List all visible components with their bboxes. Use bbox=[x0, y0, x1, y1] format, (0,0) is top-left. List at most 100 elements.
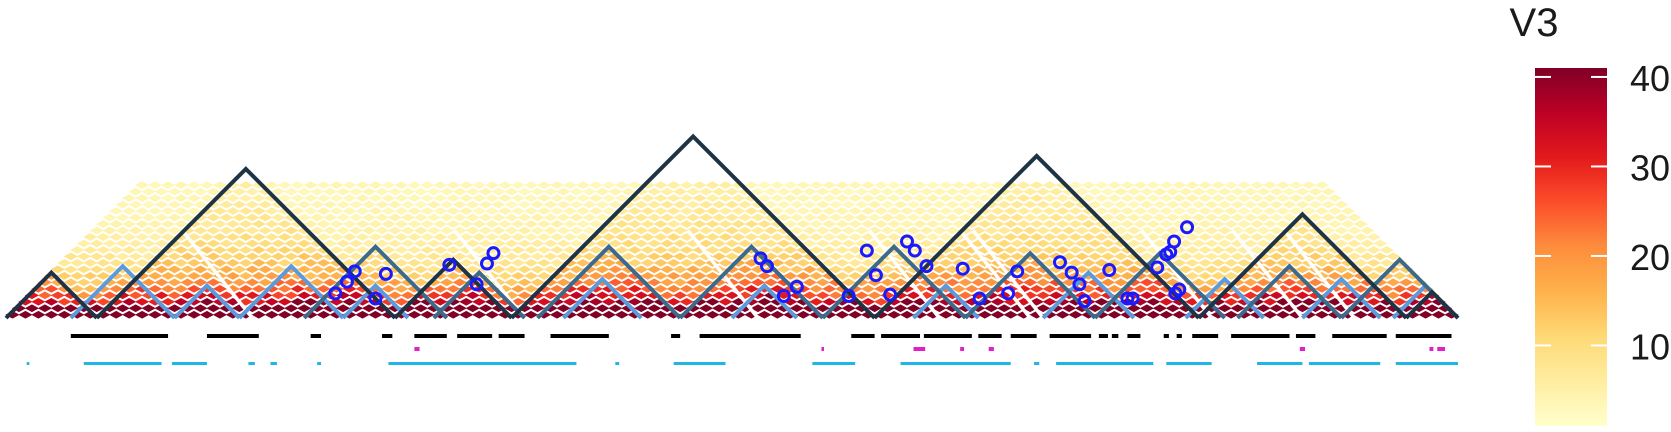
heatmap-cell bbox=[1107, 284, 1122, 293]
track-segment-black bbox=[1332, 334, 1387, 338]
heatmap-cell bbox=[284, 278, 299, 287]
heatmap-cell bbox=[245, 265, 260, 274]
heatmap-cell bbox=[206, 278, 221, 287]
heatmap-cell bbox=[1165, 226, 1180, 235]
heatmap-cell bbox=[686, 291, 701, 300]
heatmap-cell bbox=[1295, 291, 1310, 300]
heatmap-cell bbox=[1360, 239, 1375, 248]
heatmap-cell bbox=[796, 220, 811, 228]
heatmap-cell bbox=[835, 181, 850, 189]
heatmap-cell bbox=[387, 187, 403, 196]
loop-marker bbox=[1077, 294, 1092, 309]
heatmap-cell bbox=[310, 213, 325, 222]
heatmap-cell bbox=[284, 226, 299, 235]
heatmap-cell bbox=[1023, 252, 1038, 261]
heatmap-cell bbox=[1327, 297, 1342, 306]
heatmap-cell bbox=[1373, 239, 1388, 248]
heatmap-cell bbox=[329, 220, 344, 228]
heatmap-cell bbox=[1340, 259, 1355, 267]
heatmap-cell bbox=[549, 207, 565, 215]
heatmap-cell bbox=[893, 200, 908, 209]
track-segment-magenta bbox=[988, 347, 994, 351]
heatmap-cell bbox=[958, 278, 973, 287]
heatmap-cell bbox=[212, 310, 227, 319]
heatmap-cell bbox=[1327, 272, 1342, 280]
heatmap-cell bbox=[802, 239, 817, 248]
heatmap-cell bbox=[679, 207, 694, 215]
heatmap-cell bbox=[70, 246, 85, 254]
heatmap-cell bbox=[303, 297, 318, 306]
heatmap-cell bbox=[763, 200, 778, 209]
heatmap-cell bbox=[271, 291, 286, 300]
heatmap-cell bbox=[1224, 272, 1239, 280]
heatmap-cell bbox=[569, 200, 584, 209]
heatmap-cell bbox=[1133, 220, 1148, 228]
heatmap-cell bbox=[1010, 213, 1025, 222]
heatmap-cell bbox=[1269, 265, 1284, 274]
heatmap-cell bbox=[1295, 304, 1310, 313]
heatmap-cell bbox=[841, 187, 856, 196]
heatmap-cell bbox=[316, 194, 331, 202]
heatmap-cell bbox=[1055, 246, 1070, 254]
heatmap-cell bbox=[160, 297, 176, 306]
heatmap-cell bbox=[549, 220, 565, 228]
heatmap-cell bbox=[37, 278, 52, 287]
heatmap-cell bbox=[167, 200, 182, 209]
heatmap-cell bbox=[368, 233, 383, 241]
track-segment-magenta bbox=[414, 347, 420, 351]
heatmap-cell bbox=[511, 272, 526, 280]
heatmap-cell bbox=[433, 246, 448, 254]
heatmap-cell bbox=[984, 213, 999, 222]
domain-triangle-level1 bbox=[1404, 289, 1460, 320]
heatmap-cell bbox=[128, 265, 143, 274]
heatmap-cell bbox=[640, 194, 655, 202]
heatmap-cell bbox=[796, 272, 811, 280]
heatmap-cell bbox=[70, 272, 85, 280]
heatmap-cell bbox=[1269, 200, 1284, 209]
heatmap-cell bbox=[1107, 259, 1122, 267]
heatmap-cell bbox=[686, 213, 701, 222]
heatmap-cell bbox=[1023, 213, 1038, 222]
heatmap-cell bbox=[1159, 181, 1174, 189]
heatmap-cell bbox=[271, 187, 286, 196]
heatmap-cell bbox=[536, 246, 552, 254]
heatmap-cell bbox=[517, 278, 532, 287]
heatmap-cell bbox=[815, 213, 830, 222]
heatmap-cell bbox=[361, 226, 377, 235]
heatmap-cell bbox=[867, 304, 882, 313]
domain-triangle-level2 bbox=[536, 243, 682, 320]
heatmap-cell bbox=[44, 284, 59, 293]
heatmap-cell bbox=[277, 310, 292, 319]
heatmap-cell bbox=[647, 200, 662, 209]
heatmap-cell bbox=[459, 181, 474, 189]
heatmap-cell bbox=[796, 207, 811, 215]
heatmap-cell bbox=[1204, 239, 1219, 248]
loop-marker bbox=[328, 286, 343, 301]
heatmap-cell bbox=[588, 207, 603, 215]
heatmap-cell bbox=[348, 239, 364, 248]
heatmap-cell bbox=[1185, 259, 1200, 267]
heatmap-cell bbox=[835, 207, 850, 215]
heatmap-cell bbox=[102, 213, 117, 222]
heatmap-cell bbox=[128, 291, 143, 300]
heatmap-cell bbox=[277, 220, 292, 228]
heatmap-cell bbox=[433, 220, 448, 228]
loop-marker bbox=[368, 291, 383, 306]
heatmap-cell bbox=[880, 239, 895, 248]
heatmap-cell bbox=[698, 187, 714, 196]
heatmap-cell bbox=[1211, 181, 1226, 189]
heatmap-cell bbox=[348, 291, 364, 300]
heatmap-cell bbox=[303, 272, 318, 280]
heatmap-cell bbox=[1061, 278, 1077, 287]
heatmap-cell bbox=[109, 284, 124, 293]
heatmap-cell bbox=[50, 291, 65, 300]
heatmap-cell bbox=[173, 220, 189, 228]
heatmap-cell bbox=[718, 181, 733, 189]
track-segment-cyan bbox=[1166, 362, 1212, 365]
heatmap-cell bbox=[258, 213, 273, 222]
heatmap-cell bbox=[854, 213, 869, 222]
heatmap-cell bbox=[57, 310, 72, 319]
heatmap-cell bbox=[1224, 297, 1239, 306]
heatmap-cell bbox=[50, 265, 65, 274]
heatmap-cell bbox=[70, 310, 85, 319]
